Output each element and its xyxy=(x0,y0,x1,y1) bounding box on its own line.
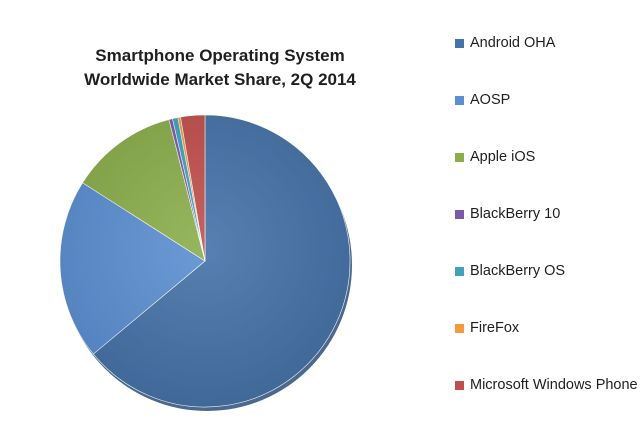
chart-title-line-2: Worldwide Market Share, 2Q 2014 xyxy=(84,70,356,89)
legend-item-aosp: AOSP xyxy=(455,91,640,148)
legend-item-microsoft-windows-phone: Microsoft Windows Phone xyxy=(455,376,640,433)
legend-label: Microsoft Windows Phone xyxy=(470,377,638,393)
pie-slices xyxy=(59,114,351,408)
legend-item-blackberry-os: BlackBerry OS xyxy=(455,262,640,319)
legend-label: Android OHA xyxy=(470,35,556,51)
legend-label: Apple iOS xyxy=(470,149,536,165)
legend-item-android-oha: Android OHA xyxy=(455,34,640,91)
legend-label: BlackBerry OS xyxy=(470,263,566,279)
legend-swatch xyxy=(455,153,464,162)
legend-swatch xyxy=(455,267,464,276)
legend-swatch xyxy=(455,96,464,105)
legend-swatch xyxy=(455,381,464,390)
legend-label: AOSP xyxy=(470,92,511,108)
chart-title-line-1: Smartphone Operating System xyxy=(95,46,345,65)
legend: Android OHA AOSP Apple iOS BlackBerry 10 Bla… xyxy=(455,34,640,433)
chart-title: Smartphone Operating System Worldwide Ma… xyxy=(40,44,400,92)
legend-label: FireFox xyxy=(470,320,520,336)
legend-swatch xyxy=(455,39,464,48)
legend-swatch xyxy=(455,324,464,333)
legend-item-apple-ios: Apple iOS xyxy=(455,148,640,205)
legend-item-blackberry-10: BlackBerry 10 xyxy=(455,205,640,262)
legend-label: BlackBerry 10 xyxy=(470,206,561,222)
legend-item-firefox: FireFox xyxy=(455,319,640,376)
legend-swatch xyxy=(455,210,464,219)
